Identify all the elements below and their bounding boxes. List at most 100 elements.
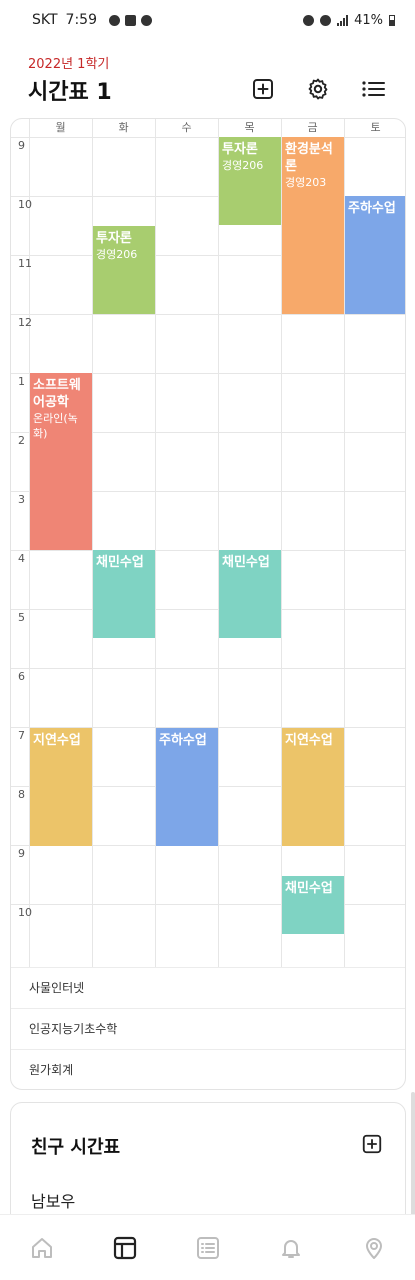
grid-line <box>11 491 405 492</box>
unscheduled-course-item[interactable]: 원가회계 <box>11 1049 405 1089</box>
nav-notifications[interactable] <box>271 1228 311 1268</box>
grid-line <box>281 119 282 967</box>
grid-line <box>155 119 156 967</box>
list-icon <box>196 1236 219 1259</box>
add-box-icon <box>362 1134 382 1154</box>
grid-line <box>11 314 405 315</box>
mute-icon <box>320 14 332 26</box>
unscheduled-course-item[interactable]: 사물인터넷 <box>11 967 405 1008</box>
hour-label: 7 <box>18 729 25 742</box>
bell-icon <box>281 1239 300 1258</box>
hour-label: 6 <box>18 670 25 683</box>
course-name: 주하수업 <box>348 201 396 216</box>
nav-home[interactable] <box>22 1228 62 1268</box>
course-block[interactable]: 주하수업 <box>156 728 218 846</box>
status-right: 41% <box>303 13 395 28</box>
course-block[interactable]: 투자론 경영206 <box>219 137 281 225</box>
message-icon <box>109 14 120 26</box>
course-name: 지연수업 <box>33 733 81 748</box>
semester-label: 2022년 1학기 <box>28 57 110 72</box>
friend-item[interactable]: 남보우 <box>31 1192 76 1211</box>
location-icon <box>365 1237 382 1259</box>
course-room: 경영203 <box>285 176 327 189</box>
course-room: 경영206 <box>96 248 138 261</box>
carrier-label: SKT <box>32 12 58 28</box>
scrollbar[interactable] <box>411 1092 415 1222</box>
hour-label: 4 <box>18 552 25 565</box>
hour-label: 12 <box>18 316 32 329</box>
add-friend-button[interactable] <box>359 1131 385 1157</box>
bottom-navigation <box>0 1214 415 1280</box>
grid-line <box>11 904 405 905</box>
day-header-tue: 화 <box>118 121 129 134</box>
hour-label: 8 <box>18 788 25 801</box>
grid-line <box>11 727 405 728</box>
course-name: 채민수업 <box>285 881 333 896</box>
course-room: 경영206 <box>222 159 264 172</box>
grid-line <box>11 432 405 433</box>
timetable-list-button[interactable] <box>358 74 388 104</box>
battery-label: 41% <box>354 12 383 28</box>
grid-line <box>344 119 345 967</box>
grid-line <box>11 255 405 256</box>
notification-icons <box>109 14 152 26</box>
course-block[interactable]: 지연수업 <box>282 728 344 846</box>
chat-icon <box>141 14 152 26</box>
hour-label: 9 <box>18 139 25 152</box>
grid-line <box>11 668 405 669</box>
hour-label: 1 <box>18 375 25 388</box>
grid-line <box>11 550 405 551</box>
home-icon <box>31 1237 52 1258</box>
course-name: 채민수업 <box>96 555 144 570</box>
course-room: 온라인(녹화) <box>33 412 78 440</box>
course-name: 투자론 <box>222 142 258 157</box>
grid-line <box>11 137 405 138</box>
battery-icon <box>389 14 395 26</box>
grid-line <box>218 119 219 967</box>
hour-label: 5 <box>18 611 25 624</box>
settings-button[interactable] <box>303 74 333 104</box>
course-block[interactable]: 환경분석론 경영203 <box>282 137 344 314</box>
course-block[interactable]: 주하수업 <box>345 196 405 314</box>
course-block[interactable]: 채민수업 <box>219 550 281 638</box>
add-box-icon <box>253 79 273 99</box>
day-header-mon: 월 <box>55 121 66 134</box>
status-bar: SKT 7:59 41% <box>0 0 415 40</box>
status-left: SKT 7:59 <box>32 12 152 28</box>
grid-line <box>11 609 405 610</box>
course-name: 환경분석론 <box>285 142 333 174</box>
hour-label: 10 <box>18 198 32 211</box>
nav-board-list[interactable] <box>188 1228 228 1268</box>
unscheduled-course-item[interactable]: 인공지능기초수학 <box>11 1008 405 1049</box>
gear-icon <box>308 78 328 100</box>
page-title: 시간표 1 <box>28 80 112 105</box>
hour-label: 3 <box>18 493 25 506</box>
add-timetable-button[interactable] <box>248 74 278 104</box>
course-block[interactable]: 채민수업 <box>93 550 155 638</box>
nav-campus-pick[interactable] <box>354 1228 394 1268</box>
timetable-icon <box>113 1236 136 1259</box>
course-name: 주하수업 <box>159 733 207 748</box>
day-header-wed: 수 <box>181 121 192 134</box>
grid-line <box>11 373 405 374</box>
course-block[interactable]: 투자론 경영206 <box>93 226 155 314</box>
timetable-grid: 월 화 수 목 금 토 9 10 11 12 1 2 3 4 5 6 7 8 9… <box>11 119 405 967</box>
grid-line <box>92 119 93 967</box>
hour-label: 10 <box>18 906 32 919</box>
course-name: 소프트웨어공학 <box>33 378 81 410</box>
course-name: 채민수업 <box>222 555 270 570</box>
course-block[interactable]: 지연수업 <box>30 728 92 846</box>
nav-timetable[interactable] <box>105 1228 145 1268</box>
day-header-thu: 목 <box>244 121 255 134</box>
grid-line <box>29 119 30 967</box>
list-icon <box>362 81 385 97</box>
day-header-fri: 금 <box>307 121 318 134</box>
course-name: 투자론 <box>96 231 132 246</box>
signal-icon <box>337 14 349 26</box>
timetable-grid-card: 월 화 수 목 금 토 9 10 11 12 1 2 3 4 5 6 7 8 9… <box>10 118 406 1090</box>
course-block[interactable]: 채민수업 <box>282 876 344 934</box>
course-block[interactable]: 소프트웨어공학 온라인(녹화) <box>30 373 92 550</box>
alarm-icon <box>303 14 315 26</box>
image-icon <box>125 14 136 26</box>
